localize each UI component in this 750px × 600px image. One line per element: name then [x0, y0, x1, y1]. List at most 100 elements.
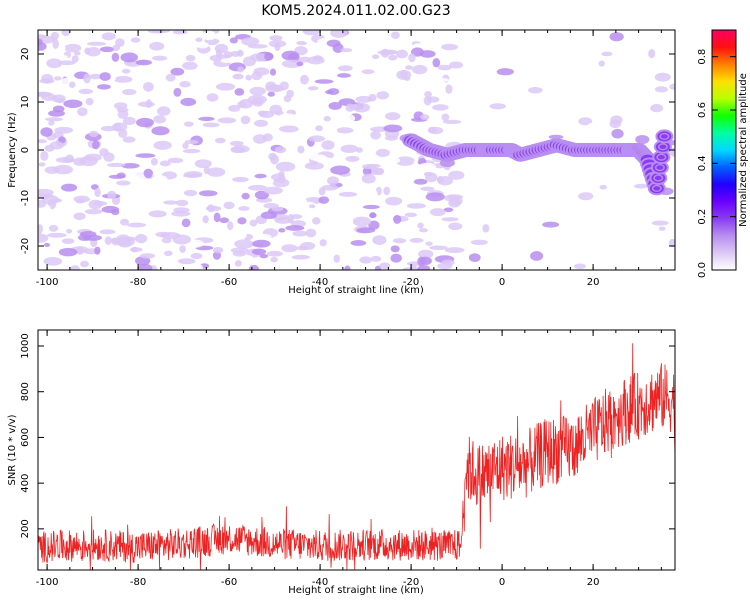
heatmap-cell — [94, 246, 101, 255]
heatmap-cell — [369, 212, 376, 219]
heatmap-cell — [111, 209, 120, 216]
heatmap-cell — [195, 37, 203, 42]
heatmap-cell — [359, 256, 373, 264]
heatmap-cell — [121, 68, 131, 74]
heatmap-cell — [175, 199, 189, 207]
heatmap-cell — [99, 229, 116, 235]
heatmap-cell — [214, 43, 229, 54]
heatmap-cell — [298, 56, 311, 63]
heatmap-cell — [131, 246, 139, 253]
heatmap-cell — [328, 101, 342, 110]
heatmap-cell — [283, 94, 292, 103]
x-tick-label: -40 — [312, 577, 328, 588]
heatmap-cell — [126, 222, 147, 228]
heatmap-cell — [99, 148, 109, 157]
snr-series-line — [37, 343, 676, 571]
heatmap-cell — [400, 70, 408, 79]
heatmap-cell — [668, 238, 675, 248]
heatmap-cell — [557, 189, 571, 200]
heatmap-cell — [38, 199, 47, 208]
heatmap-cell — [220, 33, 231, 41]
colorbar: 0.0 0.2 0.4 0.6 0.8 Normalized spectral ampl… — [697, 29, 749, 278]
heatmap-cell — [40, 127, 53, 137]
heatmap-cell — [429, 77, 450, 83]
spectrogram-x-label: Height of straight line (km) — [288, 285, 424, 296]
heatmap-cell — [143, 168, 154, 179]
heatmap-cell — [634, 183, 649, 189]
heatmap-cell — [270, 256, 278, 263]
heatmap-cell — [152, 55, 168, 61]
heatmap-cell — [78, 88, 94, 95]
heatmap-cell — [39, 78, 55, 84]
heatmap-cell — [76, 246, 84, 255]
heatmap-cell — [292, 230, 308, 237]
heatmap-cell — [425, 172, 438, 183]
heatmap-cell — [173, 87, 182, 97]
heatmap-cell — [57, 149, 71, 156]
heatmap-cell — [232, 73, 244, 80]
heatmap-cell — [587, 122, 603, 127]
heatmap-cell — [279, 81, 289, 91]
heatmap-cell — [395, 49, 408, 59]
snr-y-ticks: 200 400 600 800 1000 — [20, 333, 675, 538]
heatmap-cell — [171, 210, 191, 217]
heatmap-cell — [530, 250, 544, 261]
heatmap-cell — [249, 86, 266, 96]
heatmap-cell — [362, 204, 380, 210]
heatmap-cell — [75, 198, 86, 204]
heatmap-cell — [370, 130, 381, 140]
heatmap-cell — [425, 241, 433, 246]
heatmap-cell — [418, 249, 434, 259]
heatmap-cell — [43, 242, 51, 247]
heatmap-cell — [578, 192, 594, 201]
heatmap-cell — [340, 144, 359, 154]
heatmap-cell — [153, 140, 172, 150]
y-tick-label: 10 — [20, 96, 31, 109]
heatmap-cell — [68, 81, 76, 88]
heatmap-cell — [77, 107, 88, 117]
heatmap-cell — [53, 164, 73, 175]
heatmap-cell — [274, 76, 288, 82]
colorbar-tick-label: 0.0 — [697, 262, 708, 278]
heatmap-cell — [198, 190, 218, 197]
heatmap-cell — [220, 58, 233, 63]
heatmap-cell — [191, 67, 199, 76]
heatmap-cell — [376, 91, 390, 100]
heatmap-cell — [101, 32, 116, 41]
heatmap-cell — [350, 207, 368, 213]
heatmap-cell — [413, 178, 428, 185]
heatmap-cell — [122, 136, 136, 143]
heatmap-cell — [172, 234, 191, 245]
heatmap-cell — [190, 252, 203, 260]
heatmap-cell — [441, 43, 459, 51]
heatmap-cell — [443, 207, 454, 213]
heatmap-cell — [366, 189, 378, 199]
heatmap-cell — [669, 83, 675, 90]
snr-panel: -100 -80 -60 -40 -20 0 20 200 400 600 800 1000 Hei… — [7, 329, 676, 596]
y-tick-label: 1000 — [20, 333, 31, 358]
heatmap-cell — [130, 37, 141, 43]
heatmap-cell — [63, 157, 74, 163]
heatmap-cell — [312, 217, 321, 225]
heatmap-cell — [238, 206, 250, 211]
heatmap-cell — [269, 35, 283, 41]
heatmap-cell — [448, 170, 465, 180]
heatmap-cell — [420, 122, 433, 128]
colorbar-label: Normalized spectral amplitude — [738, 73, 749, 227]
heatmap-cell — [247, 94, 267, 105]
heatmap-cell — [205, 205, 222, 212]
heatmap-cell — [48, 224, 59, 232]
heatmap-cell — [137, 30, 149, 38]
heatmap-cell — [254, 190, 270, 200]
heatmap-cell — [385, 112, 401, 121]
heatmap-cell — [150, 157, 158, 166]
heatmap-cell — [333, 254, 341, 263]
heatmap-cell — [372, 235, 387, 245]
heatmap-cell — [182, 148, 201, 154]
snr-x-label: Height of straight line (km) — [288, 585, 424, 596]
heatmap-cell — [184, 139, 199, 145]
heatmap-ridge-cell — [659, 144, 667, 149]
heatmap-cell — [437, 176, 453, 186]
x-tick-label: -100 — [36, 277, 59, 288]
heatmap-cell — [611, 128, 624, 139]
